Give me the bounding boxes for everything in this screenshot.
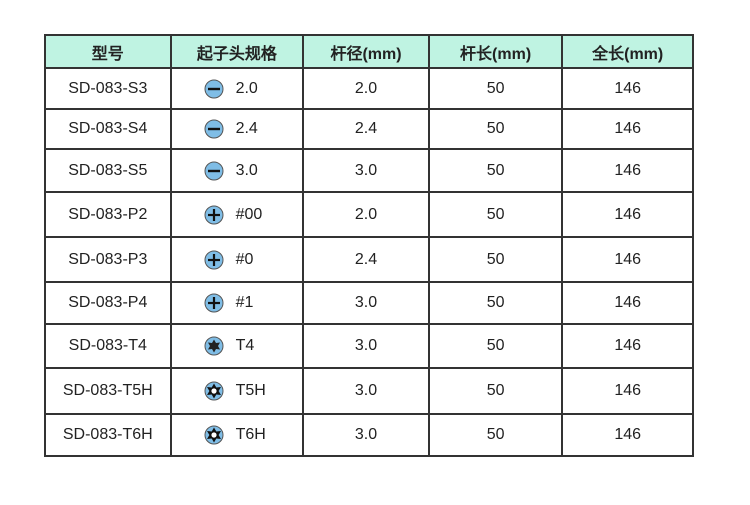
tip-size: T5H bbox=[235, 382, 266, 400]
slotted-tip-icon bbox=[204, 161, 224, 180]
slotted-tip-icon bbox=[204, 119, 224, 139]
tip-size: T6H bbox=[235, 426, 266, 444]
total-len-cell: 146 bbox=[561, 108, 694, 150]
torx-hole-tip-icon bbox=[204, 425, 224, 445]
tip-cell: T5H bbox=[169, 367, 305, 415]
tip-size: #00 bbox=[235, 205, 263, 223]
phillips-tip-icon bbox=[204, 293, 224, 313]
torx-tip-icon bbox=[204, 336, 224, 356]
total-len-cell: 146 bbox=[561, 323, 694, 369]
phillips-tip-icon bbox=[204, 205, 224, 224]
shank-dia-cell: 2.4 bbox=[302, 236, 430, 283]
model-cell: SD-083-S4 bbox=[44, 108, 172, 150]
table-row: SD-083-P3 #0 2.4 50 146 bbox=[44, 236, 694, 283]
tip-cell: #0 bbox=[169, 236, 305, 283]
tip-cell: #1 bbox=[169, 281, 305, 325]
total-len-cell: 146 bbox=[561, 191, 694, 238]
total-len-cell: 146 bbox=[561, 148, 694, 193]
shank-len-cell: 50 bbox=[427, 367, 564, 415]
shank-dia-cell: 3.0 bbox=[302, 323, 430, 369]
tip-size: #0 bbox=[235, 250, 254, 268]
torx-hole-tip-icon bbox=[204, 381, 224, 401]
table-row: SD-083-S3 2.0 2.0 50 146 bbox=[44, 67, 694, 110]
header-shank-len: 杆长(mm) bbox=[427, 34, 564, 69]
shank-len-cell: 50 bbox=[427, 67, 564, 110]
total-len-cell: 146 bbox=[561, 67, 694, 110]
shank-dia-cell: 3.0 bbox=[302, 367, 430, 415]
shank-len-cell: 50 bbox=[427, 191, 564, 238]
model-cell: SD-083-S3 bbox=[44, 67, 172, 110]
shank-len-cell: 50 bbox=[427, 413, 564, 457]
model-cell: SD-083-T4 bbox=[44, 323, 172, 369]
slotted-tip-icon bbox=[204, 79, 224, 98]
shank-dia-cell: 2.4 bbox=[302, 108, 430, 150]
table-row: SD-083-S5 3.0 3.0 50 146 bbox=[44, 148, 694, 193]
header-total-len: 全长(mm) bbox=[561, 34, 694, 69]
shank-dia-cell: 3.0 bbox=[302, 413, 430, 457]
shank-dia-cell: 2.0 bbox=[302, 191, 430, 238]
tip-size: 3.0 bbox=[235, 161, 258, 179]
table-row: SD-083-T5H T5H 3.0 50 146 bbox=[44, 367, 694, 415]
tip-cell: T6H bbox=[169, 413, 305, 457]
tip-cell: 2.4 bbox=[169, 108, 305, 150]
shank-dia-cell: 2.0 bbox=[302, 67, 430, 110]
model-cell: SD-083-T6H bbox=[44, 413, 172, 457]
model-cell: SD-083-T5H bbox=[44, 367, 172, 415]
shank-dia-cell: 3.0 bbox=[302, 281, 430, 325]
tip-size: 2.4 bbox=[235, 120, 258, 138]
tip-size: #1 bbox=[235, 294, 254, 312]
table-row: SD-083-P2 #00 2.0 50 146 bbox=[44, 191, 694, 238]
shank-len-cell: 50 bbox=[427, 108, 564, 150]
shank-len-cell: 50 bbox=[427, 323, 564, 369]
table-row: SD-083-T4 T4 3.0 50 146 bbox=[44, 323, 694, 369]
header-model: 型号 bbox=[44, 34, 172, 69]
model-cell: SD-083-P4 bbox=[44, 281, 172, 325]
total-len-cell: 146 bbox=[561, 236, 694, 283]
header-row: 型号 起子头规格 杆径(mm) 杆长(mm) 全长(mm) bbox=[44, 34, 694, 69]
shank-len-cell: 50 bbox=[427, 148, 564, 193]
total-len-cell: 146 bbox=[561, 281, 694, 325]
total-len-cell: 146 bbox=[561, 413, 694, 457]
table-row: SD-083-T6H T6H 3.0 50 146 bbox=[44, 413, 694, 457]
tip-size: T4 bbox=[235, 337, 255, 355]
tip-cell: 2.0 bbox=[169, 67, 305, 110]
tip-size: 2.0 bbox=[235, 79, 258, 97]
header-tip: 起子头规格 bbox=[169, 34, 305, 69]
model-cell: SD-083-S5 bbox=[44, 148, 172, 193]
phillips-tip-icon bbox=[204, 250, 224, 269]
shank-len-cell: 50 bbox=[427, 236, 564, 283]
tip-cell: #00 bbox=[169, 191, 305, 238]
shank-dia-cell: 3.0 bbox=[302, 148, 430, 193]
spec-table: 型号 起子头规格 杆径(mm) 杆长(mm) 全长(mm) SD-083-S3 … bbox=[44, 34, 694, 457]
tip-cell: T4 bbox=[169, 323, 305, 369]
model-cell: SD-083-P3 bbox=[44, 236, 172, 283]
tip-cell: 3.0 bbox=[169, 148, 305, 193]
model-cell: SD-083-P2 bbox=[44, 191, 172, 238]
total-len-cell: 146 bbox=[561, 367, 694, 415]
header-shank-dia: 杆径(mm) bbox=[302, 34, 430, 69]
table-row: SD-083-P4 #1 3.0 50 146 bbox=[44, 281, 694, 325]
table-row: SD-083-S4 2.4 2.4 50 146 bbox=[44, 108, 694, 150]
shank-len-cell: 50 bbox=[427, 281, 564, 325]
